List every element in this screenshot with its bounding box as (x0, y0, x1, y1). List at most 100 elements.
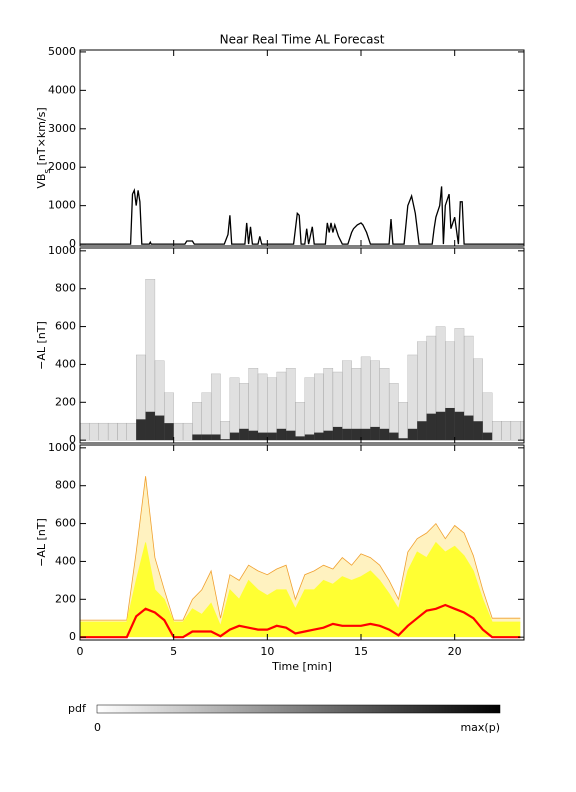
pdf-extent (248, 368, 259, 441)
y-tick-label: 800 (55, 282, 76, 295)
pdf-core (295, 436, 305, 441)
y-tick-label: 600 (55, 320, 76, 333)
pdf-extent (89, 422, 99, 441)
pdf-core (323, 430, 333, 441)
pdf-extent (342, 360, 352, 441)
y-tick-label: 0 (69, 237, 76, 250)
y-tick-label: 1000 (48, 244, 76, 257)
pdf-core (267, 432, 277, 441)
y-tick-label: 0 (69, 433, 76, 446)
pdf-extent (323, 368, 334, 441)
pdf-extent (304, 377, 315, 441)
colorbar-label: pdf (68, 702, 87, 715)
y-axis-label-part: [nT×km/s] (35, 107, 48, 169)
y-tick-label: 4000 (48, 83, 76, 96)
pdf-extent (257, 373, 268, 441)
x-tick-label: 10 (260, 645, 274, 658)
pdf-core (370, 426, 380, 441)
pdf-core (351, 428, 362, 441)
pdf-extent (201, 392, 212, 441)
pdf-extent (398, 402, 408, 441)
pdf-core (454, 411, 465, 441)
pdf-core (464, 415, 474, 441)
pdf-extent (360, 356, 371, 441)
y-tick-label: 800 (55, 479, 76, 492)
pdf-core (398, 438, 408, 441)
plot-frame (79, 247, 525, 444)
pdf-core (426, 413, 436, 441)
x-tick-label: 20 (448, 645, 462, 658)
pdf-core (276, 428, 287, 441)
pdf-core (314, 432, 324, 441)
pdf-extent (182, 422, 193, 441)
pdf-core (164, 423, 174, 441)
pdf-extent (173, 422, 184, 441)
y-tick-label: 1000 (48, 441, 76, 454)
pdf-extent (79, 422, 90, 441)
pdf-core (407, 428, 418, 441)
y-tick-label: 0 (69, 630, 76, 643)
pdf-extent (314, 373, 324, 441)
pdf-core (482, 432, 493, 441)
colorbar-max: max(p) (460, 721, 500, 734)
median-line (80, 603, 521, 639)
pdf-core (145, 411, 155, 441)
colorbar-min: 0 (94, 721, 101, 734)
x-axis-label: Time [min] (271, 660, 332, 673)
pdf-extent (285, 368, 296, 441)
y-tick-label: 600 (55, 517, 76, 530)
pdf-core (211, 434, 221, 441)
y-axis-label-part: s (43, 169, 53, 174)
pdf-extent (520, 421, 525, 441)
pdf-extent (220, 421, 231, 441)
pdf-extent (510, 421, 521, 441)
pdf-core (239, 428, 249, 441)
pdf-extent (98, 422, 109, 441)
y-tick-label: 1000 (48, 199, 76, 212)
pdf-extent (388, 383, 399, 441)
pdf-extent (295, 402, 305, 441)
y-axis-label: −AL [nT] (35, 321, 48, 370)
x-tick-label: 15 (354, 645, 368, 658)
pdf-core (473, 421, 483, 441)
y-axis-label: VBs [nT×km/s] (35, 107, 53, 188)
pdf-extent (126, 422, 137, 441)
pdf-extent (107, 422, 118, 441)
pdf-core (332, 426, 343, 441)
pdf-core (229, 432, 240, 441)
y-tick-label: 400 (55, 357, 76, 370)
pdf-core (379, 428, 390, 441)
pdf-core (136, 419, 146, 441)
y-axis-label: −AL [nT] (35, 518, 48, 567)
pdf-extent (492, 421, 502, 441)
pdf-core (342, 428, 352, 441)
y-tick-label: 200 (55, 592, 76, 605)
pdf-extent (210, 373, 221, 441)
pdf-extent (407, 354, 418, 441)
x-tick-label: 0 (77, 645, 84, 658)
pdf-core (417, 421, 427, 441)
chart-title: Near Real Time AL Forecast (220, 33, 385, 47)
x-tick-label: 5 (170, 645, 177, 658)
pdf-extent (229, 377, 240, 441)
pdf-core (201, 434, 212, 441)
y-tick-label: 2000 (48, 160, 76, 173)
quantile-line (80, 541, 521, 628)
pdf-core (445, 407, 455, 441)
pdf-core (389, 432, 399, 441)
data-line (80, 186, 524, 245)
plot-frame (79, 49, 525, 247)
pdf-core (248, 430, 258, 441)
y-tick-label: 200 (55, 395, 76, 408)
pdf-core (220, 439, 230, 441)
pdf-core (257, 432, 268, 441)
pdf-core (286, 430, 296, 441)
pdf-extent (482, 392, 493, 441)
pdf-core (304, 434, 315, 441)
colorbar (96, 704, 501, 714)
y-tick-label: 400 (55, 554, 76, 567)
pdf-core (154, 415, 165, 441)
pdf-core (435, 411, 446, 441)
pdf-extent (267, 377, 277, 441)
